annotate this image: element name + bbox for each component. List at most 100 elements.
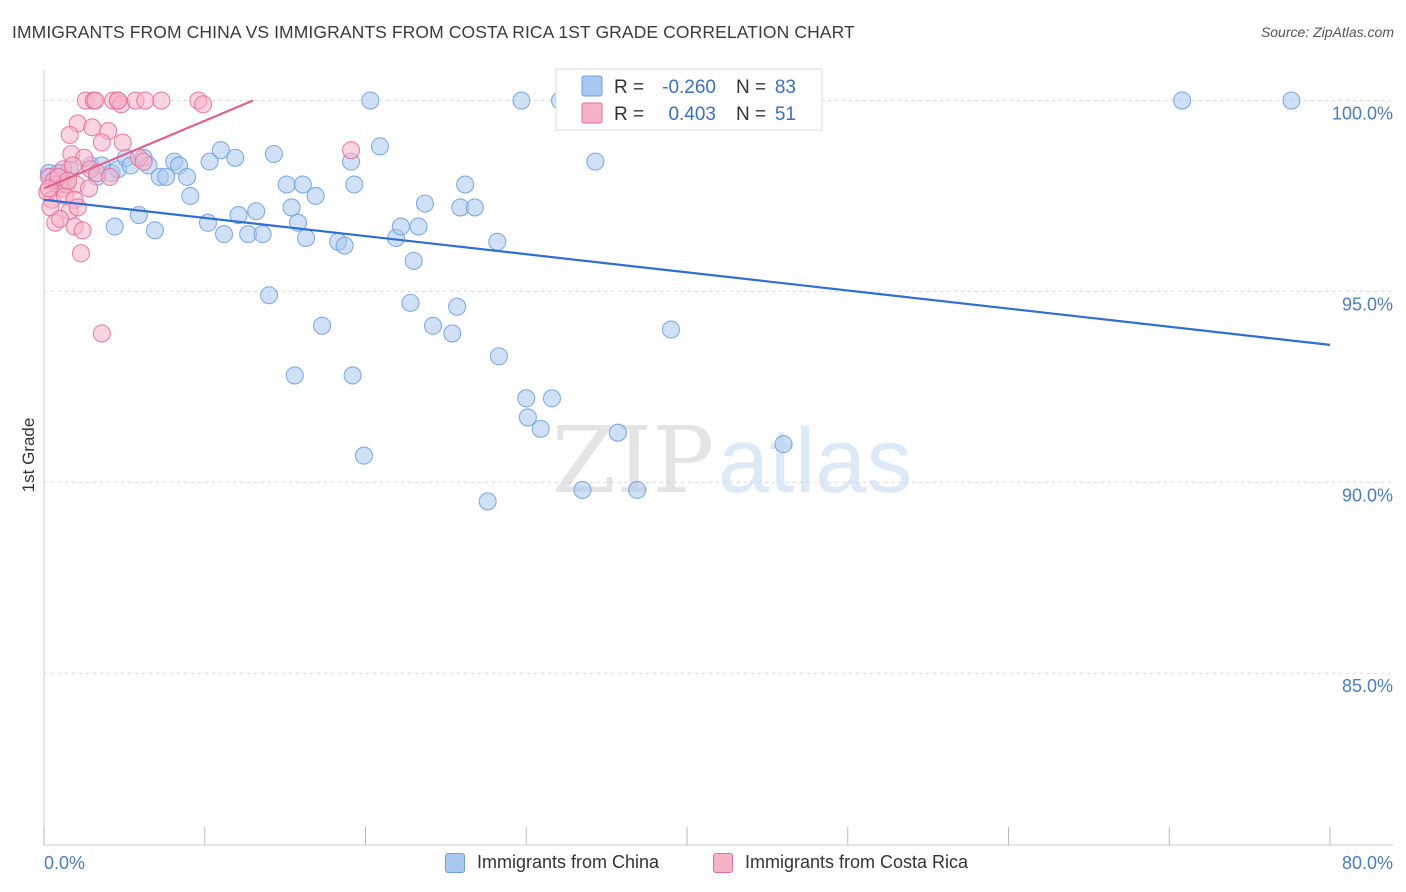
point-china bbox=[306, 186, 325, 206]
point-china bbox=[247, 202, 266, 221]
stats-n-value-china: 83 bbox=[775, 77, 796, 98]
point-china bbox=[401, 293, 420, 312]
point-china bbox=[488, 232, 507, 251]
point-china bbox=[531, 419, 550, 438]
point-china bbox=[200, 152, 219, 171]
stats-r-label-china: R = bbox=[614, 77, 644, 98]
point-costa-rica bbox=[79, 179, 99, 198]
point-china bbox=[178, 167, 197, 186]
point-costa-rica bbox=[68, 198, 87, 217]
point-china bbox=[214, 225, 234, 244]
point-china bbox=[478, 492, 497, 511]
legend-swatch-china bbox=[445, 852, 465, 873]
data-points bbox=[38, 91, 1301, 511]
point-costa-rica bbox=[113, 133, 132, 152]
point-china bbox=[211, 141, 230, 160]
point-china bbox=[293, 175, 312, 194]
point-china bbox=[448, 297, 467, 316]
point-china bbox=[1282, 91, 1301, 110]
legend-item-costa-rica[interactable]: Immigrants from Costa Rica bbox=[713, 852, 968, 873]
point-china bbox=[277, 175, 296, 194]
point-costa-rica bbox=[194, 95, 213, 114]
point-costa-rica bbox=[100, 167, 119, 186]
point-china bbox=[105, 217, 124, 236]
point-costa-rica bbox=[136, 91, 155, 110]
grid-lines bbox=[44, 100, 1393, 674]
point-costa-rica bbox=[63, 156, 82, 175]
point-china bbox=[517, 389, 536, 408]
point-costa-rica bbox=[71, 244, 91, 263]
point-costa-rica bbox=[152, 91, 171, 110]
tick-labels: 100.0% 95.0% 90.0% 85.0% 0.0% 80.0% bbox=[44, 104, 1393, 873]
point-china bbox=[608, 423, 627, 442]
point-china bbox=[345, 175, 364, 194]
point-costa-rica bbox=[83, 118, 102, 137]
stats-swatch-china bbox=[581, 75, 603, 97]
point-china bbox=[512, 91, 531, 110]
point-china bbox=[370, 137, 390, 156]
point-china bbox=[404, 251, 423, 270]
trend-lines bbox=[43, 99, 1331, 346]
x-tick-label: 80.0% bbox=[1342, 853, 1393, 873]
point-china bbox=[343, 366, 362, 385]
point-china bbox=[285, 366, 304, 385]
point-costa-rica bbox=[39, 179, 58, 198]
stats-n-value-costa-rica: 51 bbox=[775, 104, 796, 125]
point-china bbox=[573, 480, 592, 500]
point-china bbox=[354, 446, 373, 465]
point-china bbox=[774, 435, 793, 454]
point-china bbox=[1173, 91, 1192, 110]
point-china bbox=[181, 186, 200, 206]
stats-legend: R = -0.260 N = 83 R = 0.403 N = 51 bbox=[555, 68, 823, 131]
chart-title: IMMIGRANTS FROM CHINA VS IMMIGRANTS FROM… bbox=[12, 22, 855, 42]
point-china bbox=[313, 316, 332, 335]
trendline-china bbox=[43, 198, 1331, 346]
source-credit: Source: ZipAtlas.com bbox=[1260, 24, 1394, 40]
y-tick-label: 85.0% bbox=[1342, 676, 1393, 696]
point-china bbox=[586, 152, 605, 171]
stats-r-value-costa-rica: 0.403 bbox=[668, 104, 716, 125]
stats-r-label-costa-rica: R = bbox=[614, 104, 644, 125]
point-china bbox=[443, 324, 462, 343]
y-axis-label: 1st Grade bbox=[19, 418, 38, 493]
point-costa-rica bbox=[73, 221, 92, 240]
point-costa-rica bbox=[341, 141, 361, 160]
watermark-atlas: atlas bbox=[718, 410, 912, 512]
point-china bbox=[361, 91, 380, 110]
trendline-costa-rica bbox=[43, 99, 254, 190]
point-china bbox=[391, 217, 410, 236]
legend-label-china: Immigrants from China bbox=[477, 852, 660, 872]
point-china bbox=[409, 217, 428, 236]
point-china bbox=[282, 198, 301, 217]
point-china bbox=[542, 389, 562, 408]
point-china bbox=[226, 148, 245, 167]
point-china bbox=[264, 144, 283, 164]
point-china bbox=[259, 286, 279, 305]
legend-swatch-costa-rica bbox=[713, 852, 733, 873]
point-costa-rica bbox=[60, 125, 79, 144]
point-costa-rica bbox=[86, 91, 105, 110]
stats-n-label-costa-rica: N = bbox=[736, 104, 766, 125]
point-china bbox=[465, 198, 484, 217]
point-china bbox=[296, 228, 316, 248]
legend-item-china[interactable]: Immigrants from China bbox=[445, 852, 659, 873]
point-china bbox=[628, 480, 647, 500]
point-costa-rica bbox=[108, 91, 127, 110]
point-costa-rica bbox=[51, 209, 70, 228]
y-tick-label: 90.0% bbox=[1342, 485, 1393, 505]
point-china bbox=[489, 347, 508, 366]
point-china bbox=[415, 194, 435, 213]
point-china bbox=[253, 225, 272, 244]
point-china bbox=[335, 236, 354, 255]
legend-label-costa-rica: Immigrants from Costa Rica bbox=[745, 852, 969, 872]
point-china bbox=[661, 320, 680, 339]
y-tick-label: 100.0% bbox=[1332, 104, 1393, 124]
point-china bbox=[456, 175, 475, 194]
point-china bbox=[157, 167, 176, 186]
point-china bbox=[229, 206, 248, 225]
point-china bbox=[423, 316, 443, 335]
stats-swatch-costa-rica bbox=[581, 102, 603, 124]
point-costa-rica bbox=[92, 133, 111, 152]
y-tick-label: 95.0% bbox=[1342, 294, 1393, 314]
